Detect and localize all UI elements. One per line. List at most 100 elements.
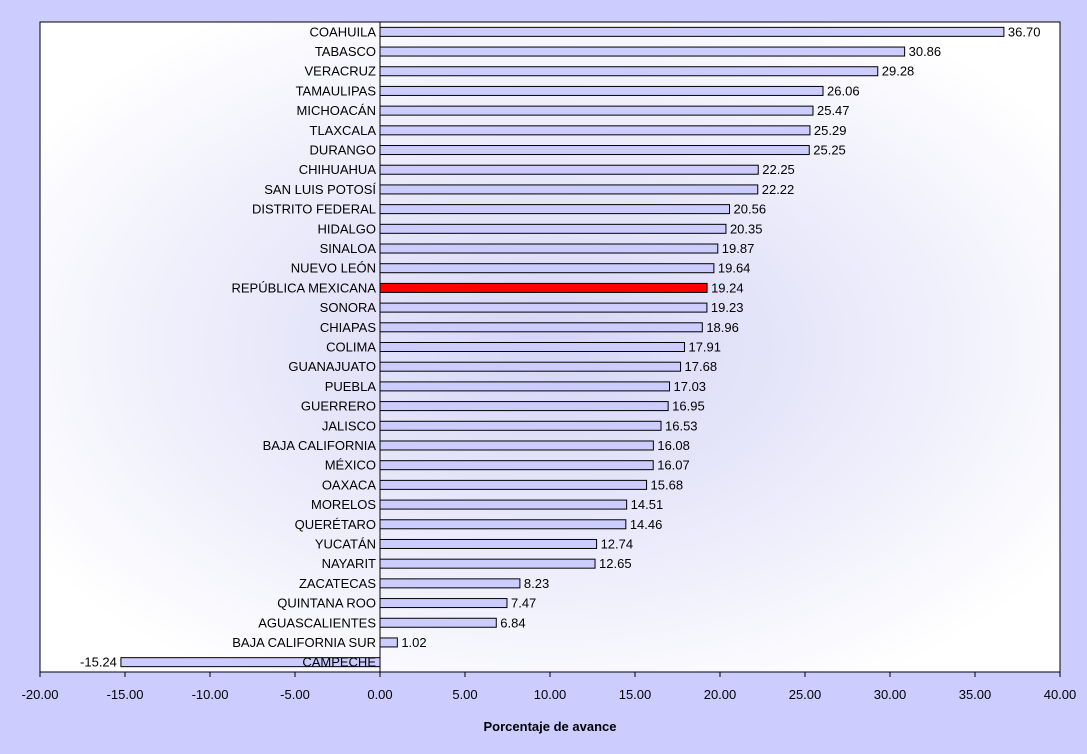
category-label: TLAXCALA [310, 123, 377, 138]
value-label: 25.47 [817, 103, 850, 118]
value-label: 16.53 [665, 418, 698, 433]
bar-baja-california-sur [379, 637, 398, 648]
x-tick-label: 15.00 [619, 687, 652, 702]
value-label: 22.25 [762, 162, 795, 177]
x-tick-label: -5.00 [280, 687, 310, 702]
bar-michoacan [379, 105, 814, 116]
value-label: 8.23 [524, 576, 549, 591]
value-label: 12.74 [601, 536, 634, 551]
value-label: 36.70 [1008, 24, 1041, 39]
bar-nuevo-leon [379, 263, 715, 274]
bar-morelos [379, 499, 628, 510]
value-label: 16.95 [672, 399, 705, 414]
bar-jalisco [379, 420, 662, 431]
bar-sonora [379, 302, 708, 313]
value-label: 16.07 [657, 458, 690, 473]
category-label: BAJA CALIFORNIA SUR [232, 635, 376, 650]
bar-guanajuato [379, 361, 682, 372]
bar-quintana-roo [379, 598, 508, 609]
bar-aguascalientes [379, 617, 497, 628]
value-label: 16.08 [657, 438, 690, 453]
x-tick-label: -15.00 [107, 687, 144, 702]
x-tick-label: 5.00 [452, 687, 477, 702]
value-label: 20.35 [730, 221, 763, 236]
category-label: GUANAJUATO [288, 359, 376, 374]
bar-guerrero [379, 401, 669, 412]
category-label: VERACRUZ [304, 64, 376, 79]
category-label: ZACATECAS [299, 576, 376, 591]
category-label: SAN LUIS POTOSÍ [264, 182, 376, 197]
category-label: GUERRERO [301, 399, 376, 414]
bar-sinaloa [379, 243, 719, 254]
value-label: 20.56 [734, 202, 767, 217]
x-tick-label: 40.00 [1044, 687, 1077, 702]
category-label: SINALOA [320, 241, 377, 256]
bar-tabasco [379, 46, 906, 57]
x-tick-label: 30.00 [874, 687, 907, 702]
value-label: 22.22 [762, 182, 795, 197]
category-label: NUEVO LEÓN [291, 261, 376, 276]
category-label: SONORA [320, 300, 377, 315]
category-label: CAMPECHE [302, 655, 376, 670]
category-label: OAXACA [322, 477, 377, 492]
value-label: 14.46 [630, 517, 663, 532]
category-label: AGUASCALIENTES [258, 615, 376, 630]
bar-zacatecas [379, 578, 521, 589]
x-tick-label: 35.00 [959, 687, 992, 702]
value-label: 18.96 [706, 320, 739, 335]
value-label: 17.03 [674, 379, 707, 394]
value-label: -15.24 [80, 655, 117, 670]
bar-coahuila [379, 26, 1005, 37]
value-label: 1.02 [401, 635, 426, 650]
bars-layer: COAHUILA 36.70 TABASCO 30.86 VERACRUZ 29.28 TA… [80, 24, 1040, 669]
category-label: MICHOACÁN [297, 103, 376, 118]
x-tick-label: 0.00 [367, 687, 392, 702]
value-label: 14.51 [631, 497, 664, 512]
value-label: 26.06 [827, 83, 860, 98]
value-label: 15.68 [651, 477, 684, 492]
category-label: HIDALGO [317, 221, 376, 236]
category-label: COAHUILA [310, 24, 377, 39]
bar-puebla [379, 381, 671, 392]
value-label: 19.24 [711, 280, 744, 295]
bar-republica-mexicana [379, 282, 708, 293]
category-label: TAMAULIPAS [296, 83, 377, 98]
x-tick-label: -20.00 [22, 687, 59, 702]
value-label: 6.84 [500, 615, 525, 630]
value-label: 19.64 [718, 261, 751, 276]
bar-yucatan [379, 538, 598, 549]
category-label: JALISCO [322, 418, 376, 433]
bar-veracruz [379, 66, 879, 77]
bar-colima [379, 342, 685, 352]
bar-chihuahua [379, 164, 759, 175]
category-label: QUERÉTARO [295, 517, 376, 532]
x-axis-label: Porcentaje de avance [484, 719, 617, 734]
bar-tlaxcala [379, 125, 811, 136]
value-label: 7.47 [511, 596, 536, 611]
category-label: REPÚBLICA MEXICANA [232, 280, 377, 295]
category-label: DURANGO [310, 143, 376, 158]
bar-hidalgo [379, 223, 727, 234]
value-label: 29.28 [882, 64, 915, 79]
value-label: 17.91 [688, 340, 721, 355]
bar-queretaro [379, 519, 627, 530]
x-tick-label: 25.00 [789, 687, 822, 702]
value-label: 19.87 [722, 241, 755, 256]
category-label: BAJA CALIFORNIA [263, 438, 377, 453]
category-label: DISTRITO FEDERAL [252, 202, 376, 217]
bar-baja-california [379, 440, 654, 451]
x-tick-label: 20.00 [704, 687, 737, 702]
category-label: PUEBLA [325, 379, 377, 394]
bar-oaxaca [379, 479, 648, 490]
x-axis-ticks: -20.00 -15.00 -10.00 -5.00 0.00 5.00 10.00 15.0… [22, 672, 1077, 702]
bar-mexico [379, 460, 654, 471]
x-tick-label: 10.00 [534, 687, 567, 702]
value-label: 19.23 [711, 300, 744, 315]
bar-chiapas [379, 322, 703, 333]
category-label: CHIHUAHUA [299, 162, 377, 177]
value-label: 17.68 [685, 359, 718, 374]
value-label: 25.29 [814, 123, 847, 138]
value-label: 12.65 [599, 556, 632, 571]
